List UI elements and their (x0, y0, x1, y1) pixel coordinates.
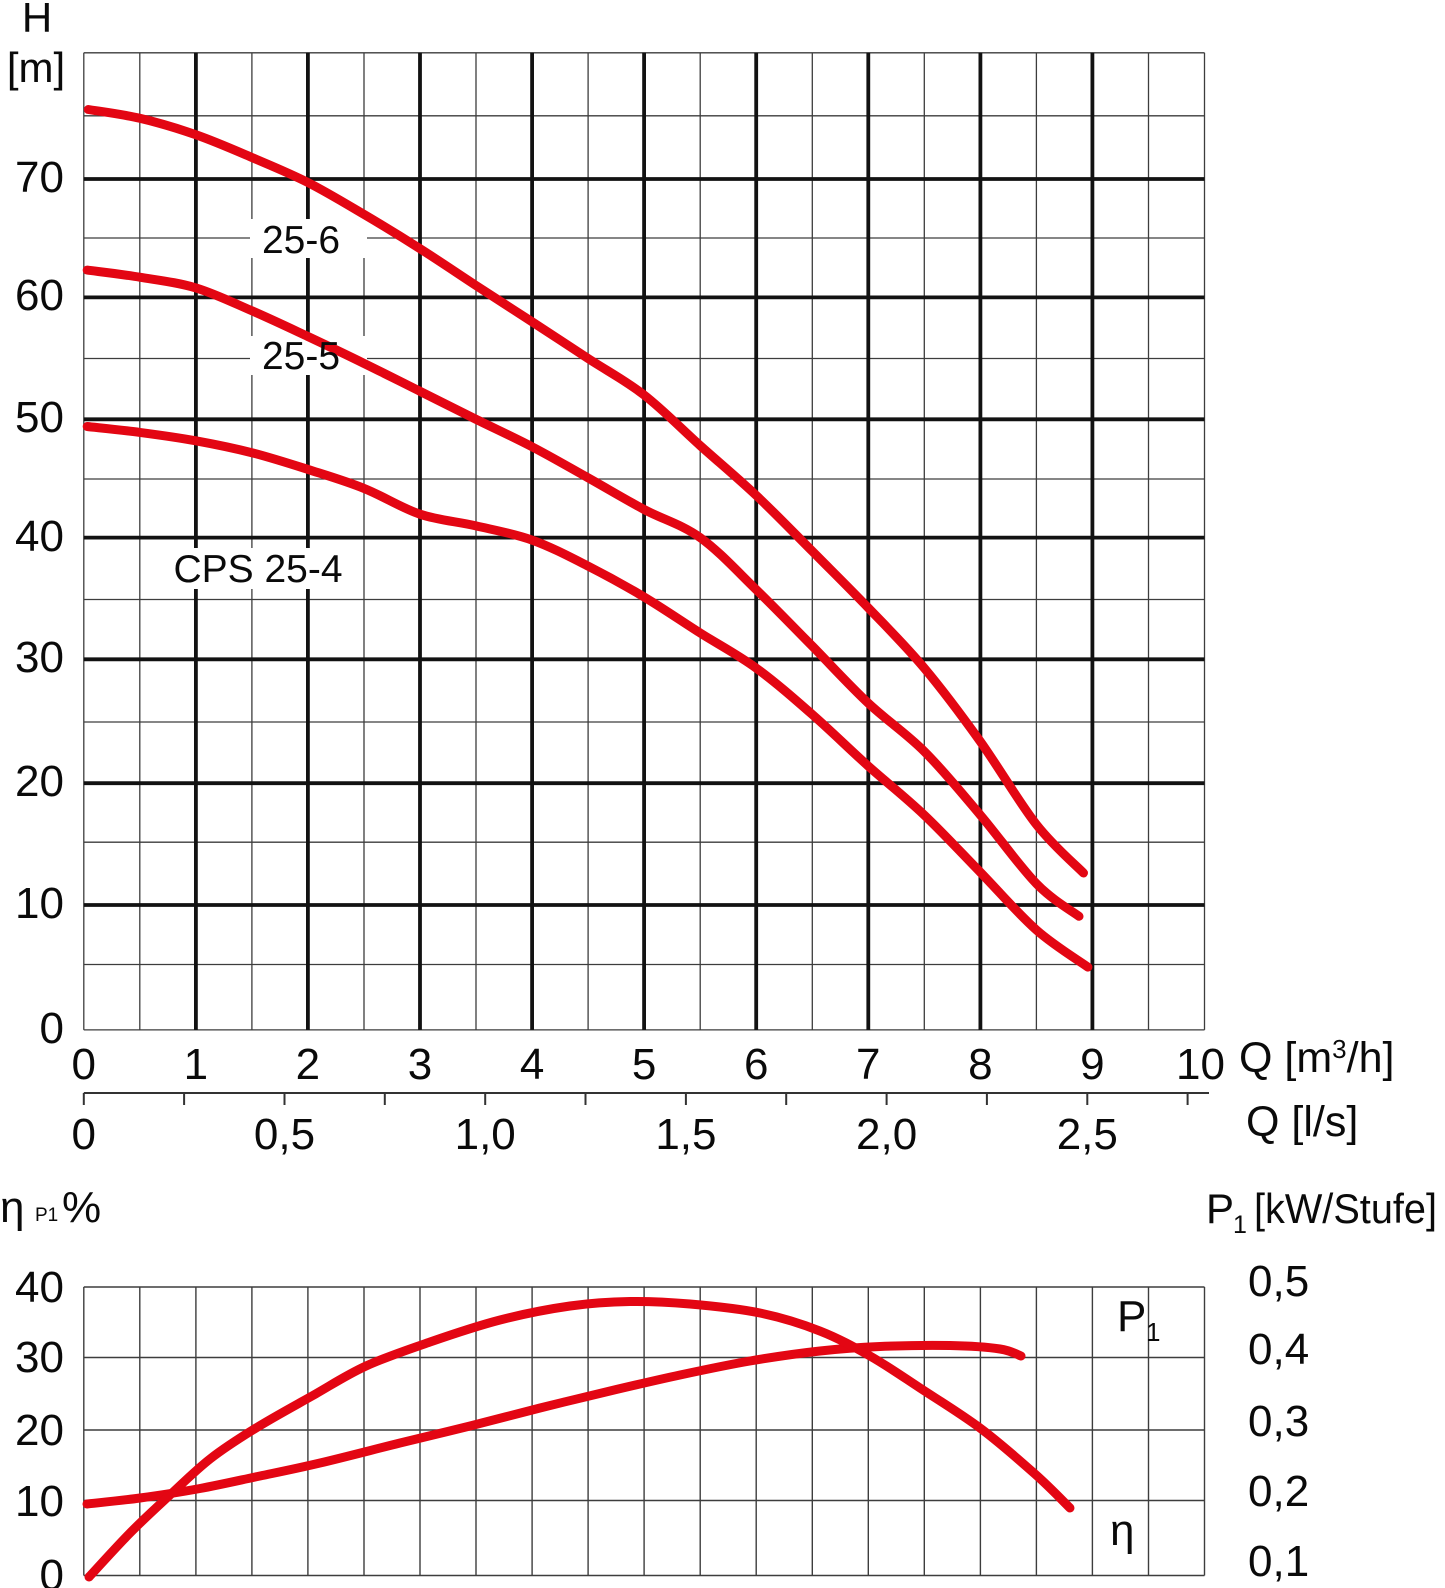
svg-text:2: 2 (296, 1040, 320, 1089)
svg-text:20: 20 (15, 757, 64, 806)
svg-text:P: P (1206, 1185, 1234, 1232)
svg-text:1: 1 (184, 1040, 208, 1089)
svg-text:40: 40 (15, 1263, 64, 1312)
svg-text:10: 10 (1176, 1040, 1225, 1089)
svg-text:60: 60 (15, 271, 64, 320)
svg-text:5: 5 (632, 1040, 656, 1089)
svg-text:0: 0 (40, 1551, 64, 1588)
svg-text:%: % (62, 1183, 101, 1232)
svg-text:1: 1 (1146, 1317, 1160, 1347)
svg-text:0,2: 0,2 (1248, 1467, 1309, 1516)
svg-text:0: 0 (72, 1040, 96, 1089)
svg-text:1: 1 (1233, 1211, 1247, 1239)
svg-text:[kW/Stufe]: [kW/Stufe] (1254, 1185, 1437, 1232)
svg-text:10: 10 (15, 1477, 64, 1526)
svg-text:30: 30 (15, 633, 64, 682)
svg-text:3: 3 (408, 1040, 432, 1089)
svg-text:0,3: 0,3 (1248, 1397, 1309, 1446)
svg-text:70: 70 (15, 153, 64, 202)
svg-text:2,0: 2,0 (856, 1110, 917, 1159)
svg-text:0,4: 0,4 (1248, 1325, 1309, 1374)
svg-text:7: 7 (856, 1040, 880, 1089)
svg-text:9: 9 (1080, 1040, 1104, 1089)
svg-text:2,5: 2,5 (1057, 1110, 1118, 1159)
svg-text:1,5: 1,5 (655, 1110, 716, 1159)
svg-text:[m]: [m] (7, 44, 65, 91)
svg-text:6: 6 (744, 1040, 768, 1089)
svg-text:25-5: 25-5 (262, 335, 340, 378)
svg-text:CPS 25-4: CPS 25-4 (173, 548, 342, 591)
svg-text:10: 10 (15, 879, 64, 928)
svg-text:P: P (1117, 1292, 1146, 1341)
svg-text:0,5: 0,5 (1248, 1257, 1309, 1306)
svg-text:η: η (1110, 1506, 1134, 1555)
svg-text:Q [m3/h]: Q [m3/h] (1239, 1034, 1394, 1082)
svg-text:η: η (0, 1183, 24, 1232)
svg-text:4: 4 (520, 1040, 544, 1089)
svg-text:0,1: 0,1 (1248, 1537, 1309, 1586)
svg-text:20: 20 (15, 1406, 64, 1455)
svg-text:0: 0 (72, 1110, 96, 1159)
svg-text:0: 0 (40, 1004, 64, 1053)
svg-text:8: 8 (968, 1040, 992, 1089)
svg-text:P1: P1 (35, 1205, 58, 1226)
svg-text:Q [l/s]: Q [l/s] (1246, 1098, 1358, 1146)
svg-text:50: 50 (15, 393, 64, 442)
svg-text:40: 40 (15, 512, 64, 561)
svg-text:0,5: 0,5 (254, 1110, 315, 1159)
svg-text:30: 30 (15, 1333, 64, 1382)
svg-text:H: H (22, 0, 52, 41)
svg-text:25-6: 25-6 (262, 219, 340, 262)
svg-text:1,0: 1,0 (455, 1110, 516, 1159)
